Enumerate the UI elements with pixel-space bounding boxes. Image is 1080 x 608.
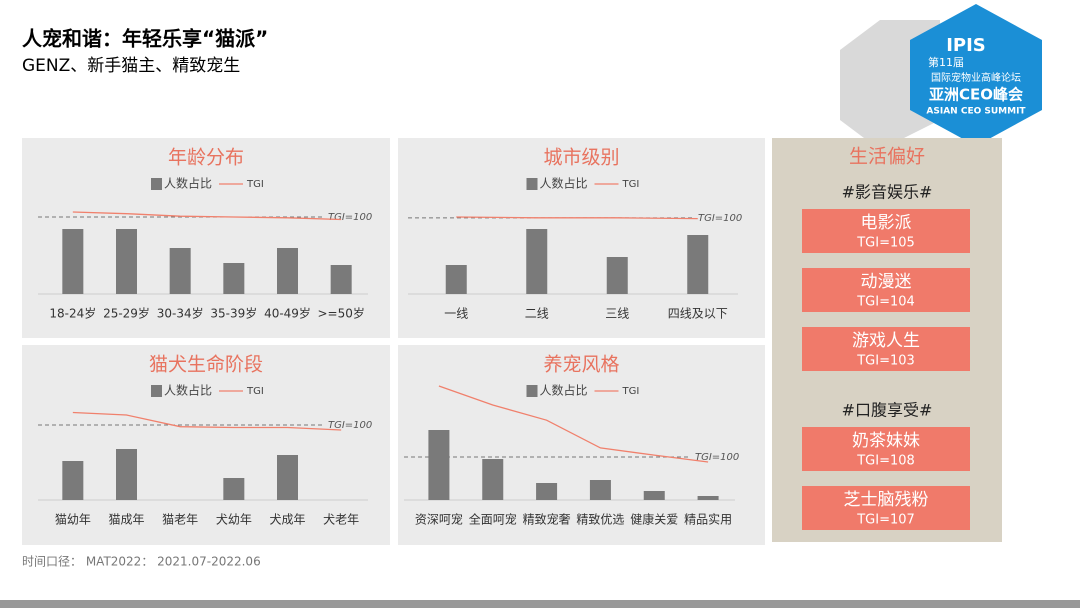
x-tick-label: 18-24岁 xyxy=(49,306,96,321)
group-title: #口腹享受# xyxy=(842,401,933,420)
bar xyxy=(330,265,352,294)
preference-tgi: TGI=105 xyxy=(856,236,915,251)
bar xyxy=(526,229,548,294)
bar xyxy=(445,265,467,294)
legend-swatch xyxy=(526,178,538,190)
bar xyxy=(223,263,245,294)
tgi-line xyxy=(72,211,342,221)
chart-panel xyxy=(398,345,765,545)
bar xyxy=(643,491,665,500)
tgi-line xyxy=(72,411,342,431)
bottom-bar xyxy=(0,600,1080,608)
legend-label: 人数占比 xyxy=(540,176,588,191)
chart-title: 年龄分布 xyxy=(168,147,244,169)
legend-label: TGI xyxy=(622,179,640,190)
preference-box xyxy=(802,427,970,471)
legend-label: TGI xyxy=(246,179,264,190)
preference-box xyxy=(802,327,970,371)
logo-text: 亚洲CEO峰会 xyxy=(929,86,1023,104)
bar xyxy=(277,455,298,500)
legend-label: 人数占比 xyxy=(164,176,212,191)
bar xyxy=(697,496,719,500)
preference-tgi: TGI=107 xyxy=(856,513,915,528)
logo-text: 国际宠物业高峰论坛 xyxy=(931,71,1021,84)
x-tick-label: 四线及以下 xyxy=(668,307,728,321)
x-tick-label: 一线 xyxy=(444,307,468,321)
bar xyxy=(223,478,245,500)
x-tick-label: 二线 xyxy=(525,307,549,321)
bar xyxy=(536,483,558,500)
preference-tgi: TGI=103 xyxy=(856,354,915,369)
group-title: #影音娱乐# xyxy=(842,183,933,202)
preference-name: 奶茶妹妹 xyxy=(852,431,920,451)
x-tick-label: 全面呵宠 xyxy=(469,512,517,527)
tgi-line xyxy=(438,385,709,463)
logo-text: IPIS xyxy=(946,35,986,56)
logo-hexagon xyxy=(910,4,1042,146)
chart-panel xyxy=(22,345,390,545)
preference-box xyxy=(802,268,970,312)
chart-title: 城市级别 xyxy=(543,147,619,169)
chart-title: 养宠风格 xyxy=(543,354,619,376)
x-tick-label: 40-49岁 xyxy=(264,306,311,321)
legend-label: TGI xyxy=(246,386,264,397)
x-tick-label: 资深呵宠 xyxy=(415,512,463,527)
x-tick-label: 精致优选 xyxy=(576,513,624,527)
chart-title: 猫犬生命阶段 xyxy=(149,354,263,376)
preference-box xyxy=(802,486,970,530)
reference-label: TGI=100 xyxy=(328,420,372,431)
x-tick-label: 35-39岁 xyxy=(210,306,257,321)
reference-label: TGI=100 xyxy=(695,452,739,463)
bar xyxy=(116,229,137,294)
bar xyxy=(428,430,450,500)
bar xyxy=(589,480,611,500)
preference-name: 游戏人生 xyxy=(852,331,920,351)
legend-label: TGI xyxy=(622,386,640,397)
x-tick-label: 犬老年 xyxy=(323,513,359,527)
x-tick-label: 猫成年 xyxy=(108,513,144,527)
bar xyxy=(482,459,504,500)
x-tick-label: 30-34岁 xyxy=(157,306,204,321)
bar xyxy=(62,461,84,500)
bar xyxy=(277,248,298,294)
bar xyxy=(62,229,84,294)
x-tick-label: 精品实用 xyxy=(684,512,732,527)
bar xyxy=(606,257,628,294)
legend-label: 人数占比 xyxy=(540,383,588,398)
preference-box xyxy=(802,209,970,253)
x-tick-label: 25-29岁 xyxy=(103,306,150,321)
panel-title: 生活偏好 xyxy=(849,146,925,168)
logo-text: 第11届 xyxy=(928,55,964,69)
legend-swatch xyxy=(151,178,162,190)
x-tick-label: 健康关爱 xyxy=(630,512,678,527)
bar xyxy=(687,235,709,294)
x-tick-label: 犬成年 xyxy=(269,513,305,527)
legend-swatch xyxy=(526,385,538,397)
x-tick-label: 猫幼年 xyxy=(55,513,91,527)
x-tick-label: 猫老年 xyxy=(162,513,198,527)
legend-label: 人数占比 xyxy=(164,383,212,398)
x-tick-label: 精致宠奢 xyxy=(523,512,571,527)
reference-label: TGI=100 xyxy=(698,213,742,224)
bar xyxy=(116,449,137,500)
legend-swatch xyxy=(151,385,162,397)
x-tick-label: 犬幼年 xyxy=(216,513,252,527)
tgi-line xyxy=(456,216,698,220)
chart-panel xyxy=(22,138,390,338)
preference-tgi: TGI=108 xyxy=(856,454,915,469)
footer: 时间口径： MAT2022： 2021.07-2022.06 xyxy=(22,555,261,569)
preference-name: 芝士脑残粉 xyxy=(844,490,929,510)
preference-name: 电影派 xyxy=(861,213,912,233)
x-tick-label: >=50岁 xyxy=(317,306,364,321)
x-tick-label: 三线 xyxy=(605,307,629,321)
preference-name: 动漫迷 xyxy=(861,272,912,292)
slide-title: 人宠和谐：年轻乐享“猫派” xyxy=(22,27,268,51)
slide-subtitle: GENZ、新手猫主、精致宠生 xyxy=(22,56,240,76)
preference-tgi: TGI=104 xyxy=(856,295,915,310)
logo-text: ASIAN CEO SUMMIT xyxy=(926,107,1026,117)
bar xyxy=(169,248,191,294)
reference-label: TGI=100 xyxy=(328,212,372,223)
